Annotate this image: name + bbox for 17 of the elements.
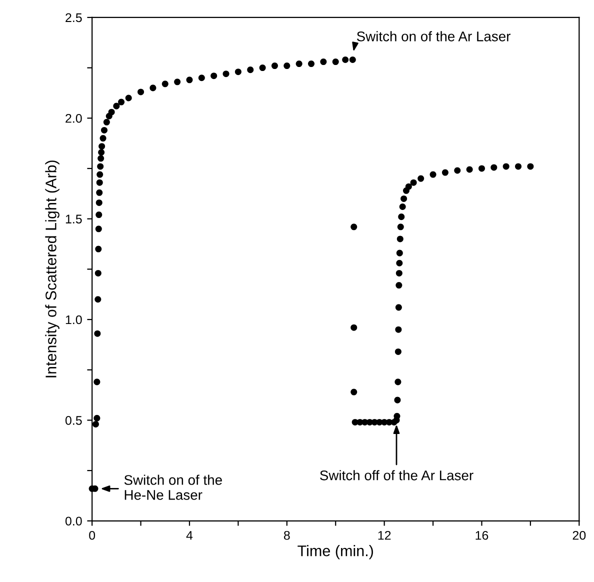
x-tick-label: 0	[89, 530, 96, 540]
y-tick-label: 2.0	[66, 114, 82, 123]
annotation: Switch on of the Ar Laser	[356, 31, 510, 42]
x-tick-label: 16	[476, 530, 488, 540]
x-tick-label: 20	[572, 530, 586, 540]
y-tick-label: 0.0	[65, 516, 82, 526]
y-tick-label: 2.5	[66, 13, 82, 22]
x-tick-label: 4	[186, 531, 193, 540]
y-tick-label: 1.0	[66, 315, 82, 324]
x-tick-label: 8	[284, 530, 290, 540]
y-tick-label: 1.5	[66, 214, 82, 224]
annotation: Switch off of the Ar Laser	[320, 470, 474, 480]
y-tick-label: 0.5	[65, 416, 82, 425]
x-tick-label: 12	[378, 530, 391, 540]
annotation: Switch on of the He-Ne Laser	[124, 474, 222, 500]
x-axis-title: Time (min.)	[298, 545, 373, 560]
y-axis-title: Intensity of Scattered Light (Arb)	[45, 160, 60, 378]
